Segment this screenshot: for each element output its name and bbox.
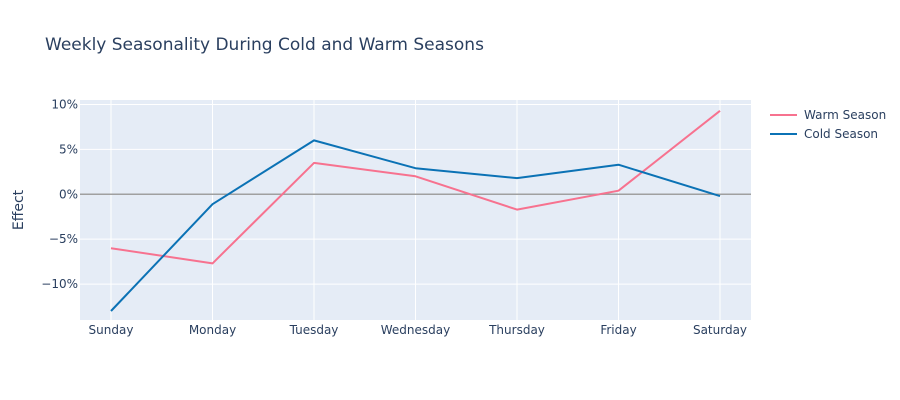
x-tick-label: Wednesday [381,323,450,337]
y-tick-label: −5% [49,232,78,246]
x-tick-label: Saturday [693,323,747,337]
legend-label: Warm Season [804,108,886,122]
x-tick-label: Friday [600,323,636,337]
chart-title: Weekly Seasonality During Cold and Warm … [45,35,484,55]
legend-label: Cold Season [804,127,878,141]
x-tick-label: Thursday [488,323,545,337]
series-line-warm-season[interactable] [110,110,721,265]
y-tick-label: 10% [51,97,78,111]
legend-item-warm-season[interactable]: Warm Season [770,108,886,122]
x-tick-label: Sunday [89,323,134,337]
y-tick-label: 0% [59,187,78,201]
y-axis-label: Effect [11,189,27,230]
series-lines [110,110,721,312]
y-tick-label: −10% [41,277,78,291]
series-line-cold-season[interactable] [110,139,721,312]
y-tick-label: 5% [59,142,78,156]
grid-lines [80,100,751,320]
y-axis-ticks: 10% 5% 0% −5% −10% [41,97,78,291]
legend-item-cold-season[interactable]: Cold Season [770,127,878,141]
x-tick-label: Tuesday [289,323,339,337]
legend[interactable]: Warm Season Cold Season [770,108,886,141]
x-tick-label: Monday [189,323,236,337]
x-axis-ticks: Sunday Monday Tuesday Wednesday Thursday Frid… [89,323,747,337]
